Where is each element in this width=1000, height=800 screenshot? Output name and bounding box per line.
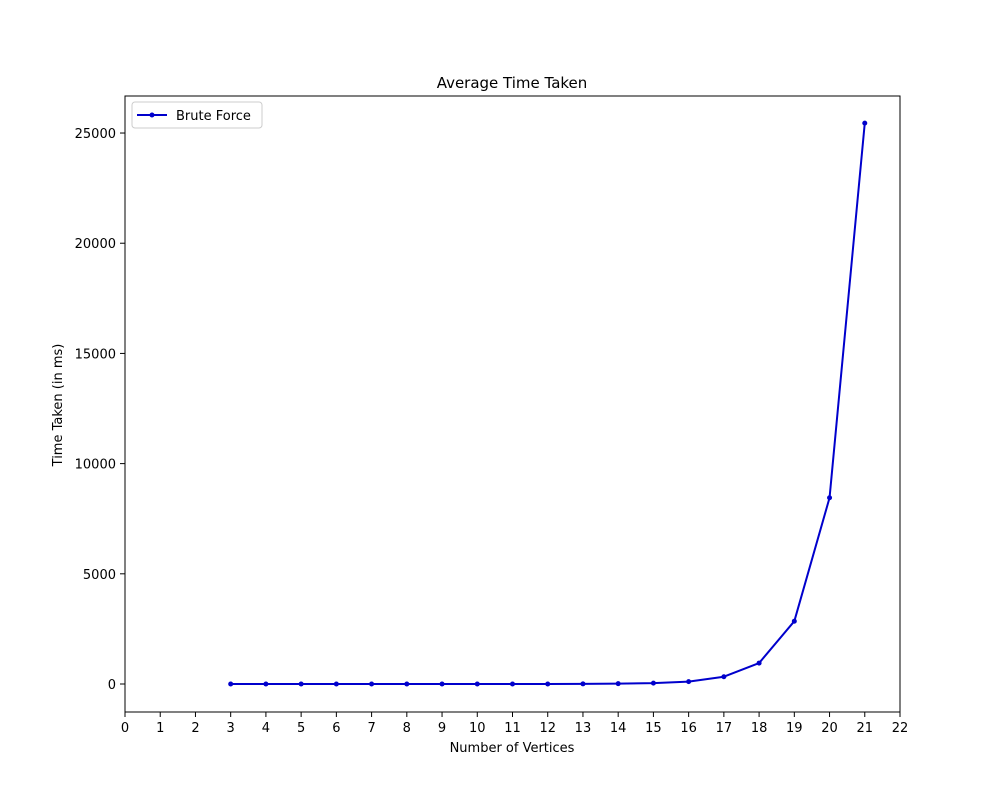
x-tick-label: 17 [716,721,733,736]
data-point [298,681,304,687]
data-point [721,674,727,680]
y-axis-label: Time Taken (in ms) [51,344,66,468]
x-tick-label: 13 [575,721,592,736]
y-tick-label: 0 [108,678,116,693]
x-tick-label: 0 [121,721,129,736]
data-point [333,681,339,687]
legend-marker-brute-force [149,112,155,118]
data-point [369,681,375,687]
x-tick-label: 4 [262,721,270,736]
data-point [756,660,762,666]
x-tick-label: 6 [332,721,340,736]
data-point [263,681,269,687]
x-tick-label: 10 [469,721,486,736]
y-tick-label: 15000 [75,347,116,362]
x-tick-label: 9 [438,721,446,736]
data-point [615,681,621,687]
x-tick-label: 14 [610,721,627,736]
x-tick-label: 1 [156,721,164,736]
data-point [827,495,833,501]
x-tick-label: 11 [504,721,521,736]
x-tick-label: 18 [751,721,768,736]
legend: Brute Force [131,101,263,129]
data-point [686,679,692,685]
data-point [862,120,868,126]
legend-label-brute-force: Brute Force [176,109,251,124]
x-tick-label: 20 [821,721,838,736]
x-tick-label: 5 [297,721,305,736]
data-point [228,681,234,687]
plot-area: 0 1 2 3 4 5 6 7 8 9 10 11 12 13 14 15 16 17 18 19 20 21 220500… [75,95,909,736]
x-tick-label: 16 [680,721,697,736]
x-tick-label: 8 [403,721,411,736]
x-tick-label: 7 [367,721,375,736]
legend-frame [131,101,263,129]
x-tick-label: 2 [191,721,199,736]
y-tick-label: 20000 [75,237,116,252]
x-tick-label: 3 [227,721,235,736]
data-point [474,681,480,687]
data-point [650,680,656,686]
x-tick-label: 21 [856,721,873,736]
x-tick-label: 12 [539,721,556,736]
x-tick-label: 15 [645,721,662,736]
plot-frame [124,95,901,713]
x-tick-label: 22 [892,721,909,736]
data-point [791,618,797,624]
data-point [404,681,410,687]
y-tick-label: 10000 [75,458,116,473]
data-point [545,681,551,687]
data-point [580,681,586,687]
y-tick-label: 25000 [75,127,116,142]
x-tick-label: 19 [786,721,803,736]
y-tick-label: 5000 [83,568,116,583]
data-point [439,681,445,687]
data-point [510,681,515,687]
x-axis-label: Number of Vertices [450,741,575,756]
chart-title: Average Time Taken [437,74,588,92]
